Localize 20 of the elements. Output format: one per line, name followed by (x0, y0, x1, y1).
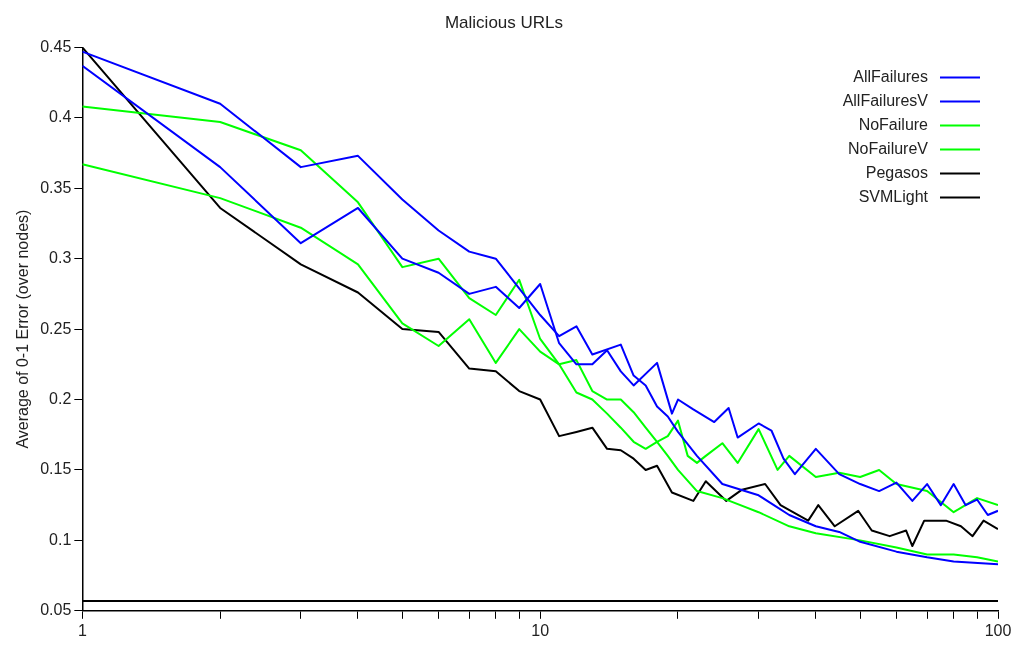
y-axis-title: Average of 0-1 Error (over nodes) (14, 209, 32, 449)
y-tick-label: 0.4 (49, 108, 72, 126)
chart-title: Malicious URLs (444, 12, 564, 32)
x-tick-label: 100 (984, 621, 1012, 639)
legend-label: SVMLight (858, 187, 929, 205)
y-tick-label: 0.15 (40, 460, 72, 478)
legend-label: NoFailureV (847, 139, 929, 157)
legend-label: AllFailuresV (842, 91, 929, 109)
x-tick-label: 1 (77, 621, 87, 639)
y-tick-label: 0.05 (40, 601, 72, 619)
y-tick-label: 0.2 (49, 389, 72, 407)
legend-label: Pegasos (865, 163, 928, 181)
legend-label: NoFailure (858, 115, 929, 133)
y-tick-label: 0.3 (49, 249, 72, 267)
y-tick-label: 0.35 (40, 178, 72, 196)
y-tick-label: 0.25 (40, 319, 72, 337)
legend-label: AllFailures (853, 67, 928, 85)
x-tick-label: 10 (531, 621, 550, 639)
y-tick-label: 0.1 (49, 530, 72, 548)
y-tick-label: 0.45 (40, 37, 72, 55)
